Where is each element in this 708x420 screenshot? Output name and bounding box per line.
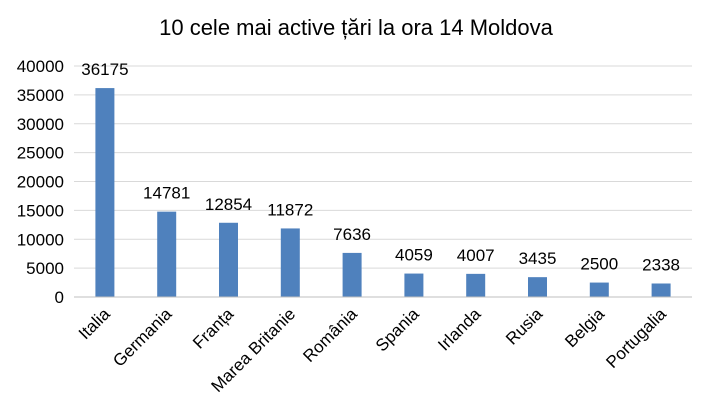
y-tick-label: 10000	[17, 230, 64, 249]
data-label: 3435	[519, 249, 557, 268]
data-label: 14781	[143, 184, 190, 203]
x-category-label: Irlanda	[434, 304, 485, 355]
y-tick-label: 5000	[26, 259, 64, 278]
x-category-label: Rusia	[502, 304, 547, 349]
data-label: 12854	[205, 195, 252, 214]
y-axis-ticks: 0 5000 10000 15000 20000 25000 30000 35000 40000	[17, 57, 64, 307]
x-category-label: Italia	[75, 304, 114, 343]
y-tick-label: 25000	[17, 144, 64, 163]
bar	[157, 211, 177, 297]
chart-title: 10 cele mai active țări la ora 14 Moldov…	[159, 15, 554, 40]
data-label: 11872	[267, 200, 313, 219]
y-tick-label: 30000	[17, 115, 64, 134]
data-label: 7636	[333, 225, 371, 244]
x-category-label: Belgia	[561, 304, 608, 351]
data-label: 2500	[580, 255, 618, 274]
y-tick-label: 35000	[17, 86, 64, 105]
bar	[589, 282, 609, 297]
data-labels: 36175 14781 12854 11872 7636 4059 4007 3435 2500…	[81, 60, 680, 274]
data-label: 36175	[81, 60, 128, 79]
gridlines	[74, 65, 692, 269]
bar	[280, 228, 300, 297]
data-label: 4059	[395, 246, 433, 265]
bars	[95, 88, 671, 297]
x-category-label: România	[299, 304, 361, 366]
y-tick-label: 20000	[17, 173, 64, 192]
bar	[95, 88, 115, 297]
y-tick-label: 0	[55, 288, 64, 307]
bar	[342, 252, 362, 297]
x-category-label: Spania	[372, 304, 423, 355]
x-category-label: Franța	[189, 304, 238, 353]
data-label: 4007	[457, 246, 495, 265]
data-label: 2338	[642, 255, 680, 274]
x-category-label: Germania	[109, 304, 176, 371]
bar	[528, 277, 547, 297]
y-tick-label: 15000	[17, 201, 64, 220]
y-tick-label: 40000	[17, 57, 64, 76]
bar	[219, 222, 238, 297]
bar	[651, 283, 671, 297]
bar	[466, 273, 486, 297]
x-category-label: Portugalia	[602, 304, 670, 372]
bar	[404, 273, 424, 297]
